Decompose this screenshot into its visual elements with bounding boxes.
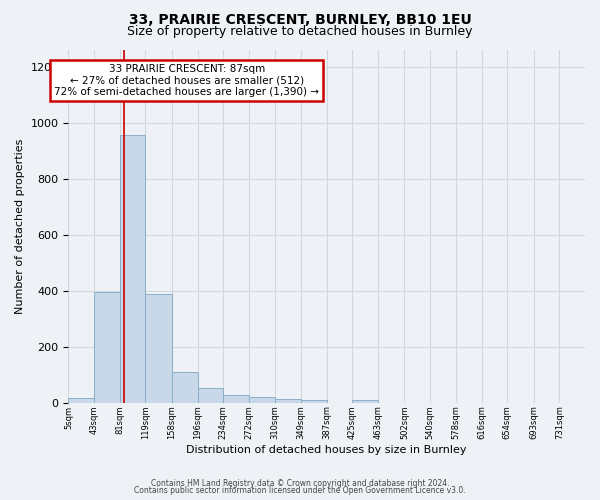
Bar xyxy=(68,398,94,402)
Bar xyxy=(94,292,120,403)
Bar xyxy=(172,372,197,402)
Text: 33 PRAIRIE CRESCENT: 87sqm
← 27% of detached houses are smaller (512)
72% of sem: 33 PRAIRIE CRESCENT: 87sqm ← 27% of deta… xyxy=(54,64,319,97)
Bar xyxy=(145,294,172,403)
Bar xyxy=(352,400,378,402)
Bar xyxy=(120,136,145,402)
Bar xyxy=(197,388,223,402)
Bar xyxy=(223,395,249,402)
Text: 33, PRAIRIE CRESCENT, BURNLEY, BB10 1EU: 33, PRAIRIE CRESCENT, BURNLEY, BB10 1EU xyxy=(128,12,472,26)
Bar xyxy=(275,398,301,402)
Y-axis label: Number of detached properties: Number of detached properties xyxy=(15,138,25,314)
Text: Size of property relative to detached houses in Burnley: Size of property relative to detached ho… xyxy=(127,25,473,38)
Text: Contains HM Land Registry data © Crown copyright and database right 2024.: Contains HM Land Registry data © Crown c… xyxy=(151,478,449,488)
Text: Contains public sector information licensed under the Open Government Licence v3: Contains public sector information licen… xyxy=(134,486,466,495)
Bar xyxy=(249,396,275,402)
X-axis label: Distribution of detached houses by size in Burnley: Distribution of detached houses by size … xyxy=(187,445,467,455)
Bar xyxy=(301,400,327,402)
